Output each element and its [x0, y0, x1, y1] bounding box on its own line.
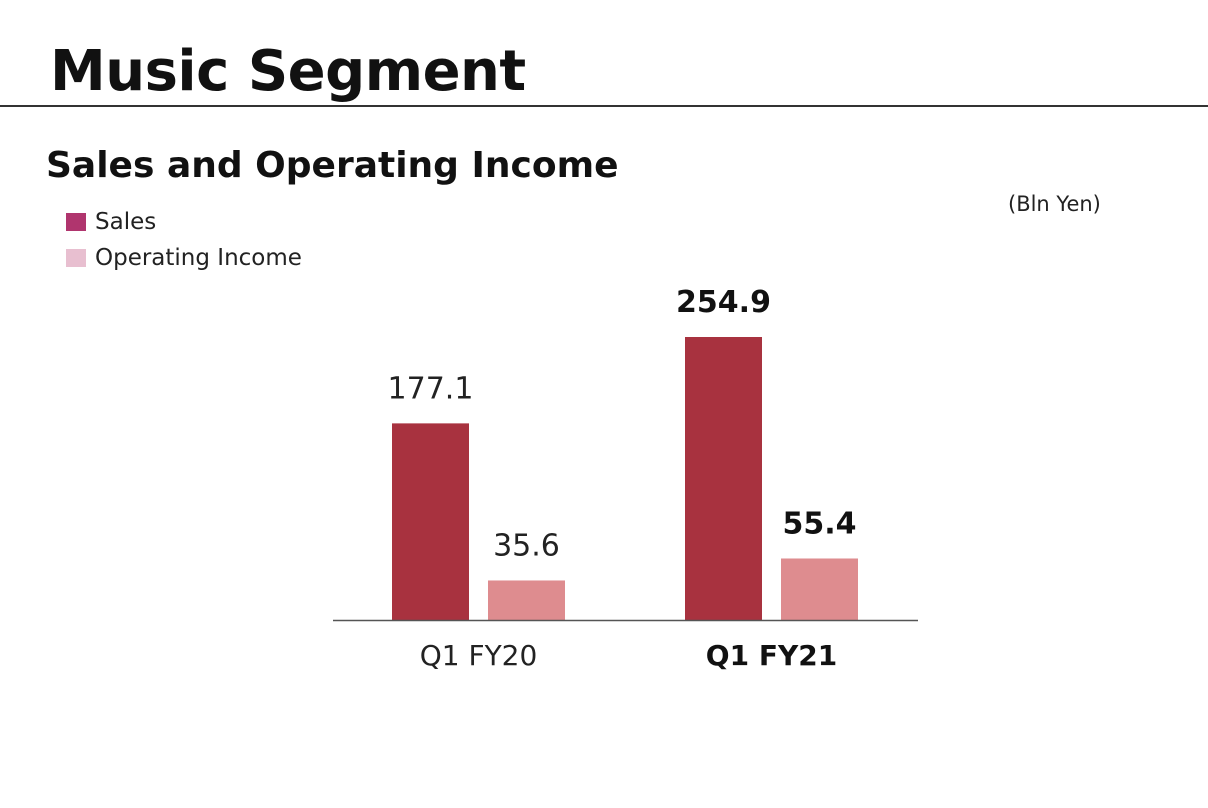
- title-divider: [0, 105, 1208, 107]
- legend-item-sales: Sales: [66, 204, 302, 240]
- legend-swatch-sales: [66, 213, 86, 231]
- chart-legend: Sales Operating Income: [66, 204, 302, 276]
- bar-operating-income-1: [488, 580, 565, 620]
- chart-title: Sales and Operating Income: [46, 145, 619, 186]
- legend-item-operating-income: Operating Income: [66, 240, 302, 276]
- bar-operating-income-2: [781, 558, 858, 620]
- legend-swatch-operating-income: [66, 249, 86, 267]
- category-label-1: Q1 FY20: [420, 639, 538, 672]
- data-label-sales-1: 177.1: [388, 371, 474, 406]
- legend-label-sales: Sales: [95, 209, 157, 235]
- legend-label-operating-income: Operating Income: [95, 245, 302, 271]
- unit-label: (Bln Yen): [1008, 192, 1101, 216]
- page-title: Music Segment: [50, 39, 526, 104]
- data-label-operating-income-1: 35.6: [493, 528, 560, 563]
- bar-sales-2: [685, 337, 762, 620]
- category-label-2: Q1 FY21: [706, 639, 837, 672]
- data-label-operating-income-2: 55.4: [782, 506, 856, 541]
- bar-sales-1: [392, 423, 469, 620]
- data-label-sales-2: 254.9: [676, 285, 771, 320]
